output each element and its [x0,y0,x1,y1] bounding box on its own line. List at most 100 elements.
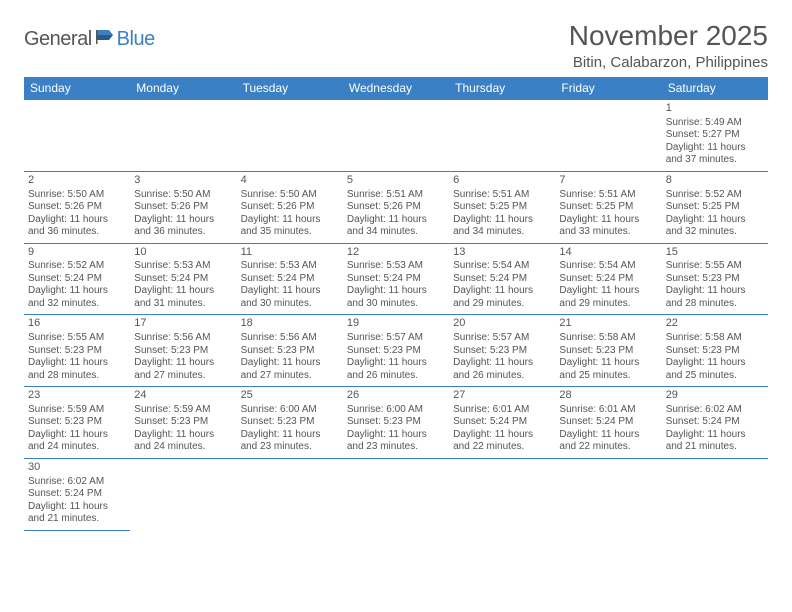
flag-icon [95,28,117,51]
daylight-line: Daylight: 11 hours and 34 minutes. [347,214,445,239]
daylight-line: Daylight: 11 hours and 29 minutes. [453,285,551,310]
calendar-cell: 17Sunrise: 5:56 AMSunset: 5:23 PMDayligh… [130,315,236,387]
sunrise-line: Sunrise: 5:55 AM [666,260,764,273]
weekday-header: Wednesday [343,77,449,100]
day-number: 14 [559,246,657,260]
weekday-header: Sunday [24,77,130,100]
calendar-cell [555,458,661,530]
daylight-line: Daylight: 11 hours and 36 minutes. [28,214,126,239]
day-number: 26 [347,389,445,403]
sunrise-line: Sunrise: 5:58 AM [559,332,657,345]
calendar-cell [662,458,768,530]
title-block: November 2025 Bitin, Calabarzon, Philipp… [569,20,768,71]
day-number: 13 [453,246,551,260]
day-number: 19 [347,317,445,331]
day-number: 11 [241,246,339,260]
sunrise-line: Sunrise: 5:53 AM [347,260,445,273]
sunrise-line: Sunrise: 5:51 AM [347,189,445,202]
sunrise-line: Sunrise: 6:00 AM [347,404,445,417]
calendar-cell: 3Sunrise: 5:50 AMSunset: 5:26 PMDaylight… [130,171,236,243]
daylight-line: Daylight: 11 hours and 25 minutes. [559,357,657,382]
sunrise-line: Sunrise: 5:53 AM [241,260,339,273]
sunset-line: Sunset: 5:23 PM [134,345,232,358]
day-number: 15 [666,246,764,260]
sunset-line: Sunset: 5:23 PM [134,416,232,429]
sunset-line: Sunset: 5:26 PM [241,201,339,214]
daylight-line: Daylight: 11 hours and 27 minutes. [241,357,339,382]
calendar-cell: 13Sunrise: 5:54 AMSunset: 5:24 PMDayligh… [449,243,555,315]
month-title: November 2025 [569,20,768,52]
sunset-line: Sunset: 5:24 PM [453,273,551,286]
day-number: 8 [666,174,764,188]
daylight-line: Daylight: 11 hours and 30 minutes. [241,285,339,310]
sunrise-line: Sunrise: 5:57 AM [347,332,445,345]
calendar-cell: 11Sunrise: 5:53 AMSunset: 5:24 PMDayligh… [237,243,343,315]
day-number: 10 [134,246,232,260]
calendar-cell [449,100,555,172]
header: General Blue November 2025 Bitin, Calaba… [24,20,768,71]
logo: General Blue [24,28,155,51]
day-number: 23 [28,389,126,403]
sunset-line: Sunset: 5:26 PM [134,201,232,214]
day-number: 27 [453,389,551,403]
daylight-line: Daylight: 11 hours and 31 minutes. [134,285,232,310]
daylight-line: Daylight: 11 hours and 23 minutes. [241,429,339,454]
calendar-cell: 9Sunrise: 5:52 AMSunset: 5:24 PMDaylight… [24,243,130,315]
sunrise-line: Sunrise: 5:51 AM [453,189,551,202]
day-number: 3 [134,174,232,188]
calendar-cell: 26Sunrise: 6:00 AMSunset: 5:23 PMDayligh… [343,387,449,459]
day-number: 29 [666,389,764,403]
day-number: 22 [666,317,764,331]
daylight-line: Daylight: 11 hours and 22 minutes. [453,429,551,454]
daylight-line: Daylight: 11 hours and 32 minutes. [666,214,764,239]
sunset-line: Sunset: 5:24 PM [28,273,126,286]
day-number: 30 [28,461,126,475]
daylight-line: Daylight: 11 hours and 22 minutes. [559,429,657,454]
daylight-line: Daylight: 11 hours and 24 minutes. [134,429,232,454]
calendar-cell: 6Sunrise: 5:51 AMSunset: 5:25 PMDaylight… [449,171,555,243]
day-number: 5 [347,174,445,188]
day-number: 18 [241,317,339,331]
day-number: 21 [559,317,657,331]
daylight-line: Daylight: 11 hours and 27 minutes. [134,357,232,382]
calendar-cell: 20Sunrise: 5:57 AMSunset: 5:23 PMDayligh… [449,315,555,387]
day-number: 4 [241,174,339,188]
calendar-cell: 24Sunrise: 5:59 AMSunset: 5:23 PMDayligh… [130,387,236,459]
sunrise-line: Sunrise: 5:59 AM [28,404,126,417]
sunset-line: Sunset: 5:23 PM [28,345,126,358]
calendar-cell [130,100,236,172]
day-number: 28 [559,389,657,403]
calendar-row: 16Sunrise: 5:55 AMSunset: 5:23 PMDayligh… [24,315,768,387]
day-number: 12 [347,246,445,260]
calendar-body: 1Sunrise: 5:49 AMSunset: 5:27 PMDaylight… [24,100,768,531]
sunrise-line: Sunrise: 6:02 AM [28,476,126,489]
calendar-cell: 1Sunrise: 5:49 AMSunset: 5:27 PMDaylight… [662,100,768,172]
sunset-line: Sunset: 5:26 PM [28,201,126,214]
day-number: 16 [28,317,126,331]
calendar-cell: 4Sunrise: 5:50 AMSunset: 5:26 PMDaylight… [237,171,343,243]
day-number: 6 [453,174,551,188]
day-number: 2 [28,174,126,188]
calendar-row: 30Sunrise: 6:02 AMSunset: 5:24 PMDayligh… [24,458,768,530]
day-number: 24 [134,389,232,403]
sunset-line: Sunset: 5:24 PM [666,416,764,429]
logo-text-general: General [24,28,92,51]
sunrise-line: Sunrise: 6:00 AM [241,404,339,417]
weekday-header: Monday [130,77,236,100]
sunset-line: Sunset: 5:23 PM [666,273,764,286]
calendar-cell [237,458,343,530]
calendar-cell [237,100,343,172]
sunset-line: Sunset: 5:24 PM [134,273,232,286]
sunset-line: Sunset: 5:23 PM [28,416,126,429]
day-number: 20 [453,317,551,331]
sunset-line: Sunset: 5:24 PM [453,416,551,429]
sunset-line: Sunset: 5:25 PM [666,201,764,214]
calendar-cell: 8Sunrise: 5:52 AMSunset: 5:25 PMDaylight… [662,171,768,243]
sunset-line: Sunset: 5:24 PM [559,273,657,286]
daylight-line: Daylight: 11 hours and 37 minutes. [666,142,764,167]
day-number: 9 [28,246,126,260]
daylight-line: Daylight: 11 hours and 26 minutes. [453,357,551,382]
sunset-line: Sunset: 5:26 PM [347,201,445,214]
logo-text-blue: Blue [117,28,155,51]
daylight-line: Daylight: 11 hours and 24 minutes. [28,429,126,454]
